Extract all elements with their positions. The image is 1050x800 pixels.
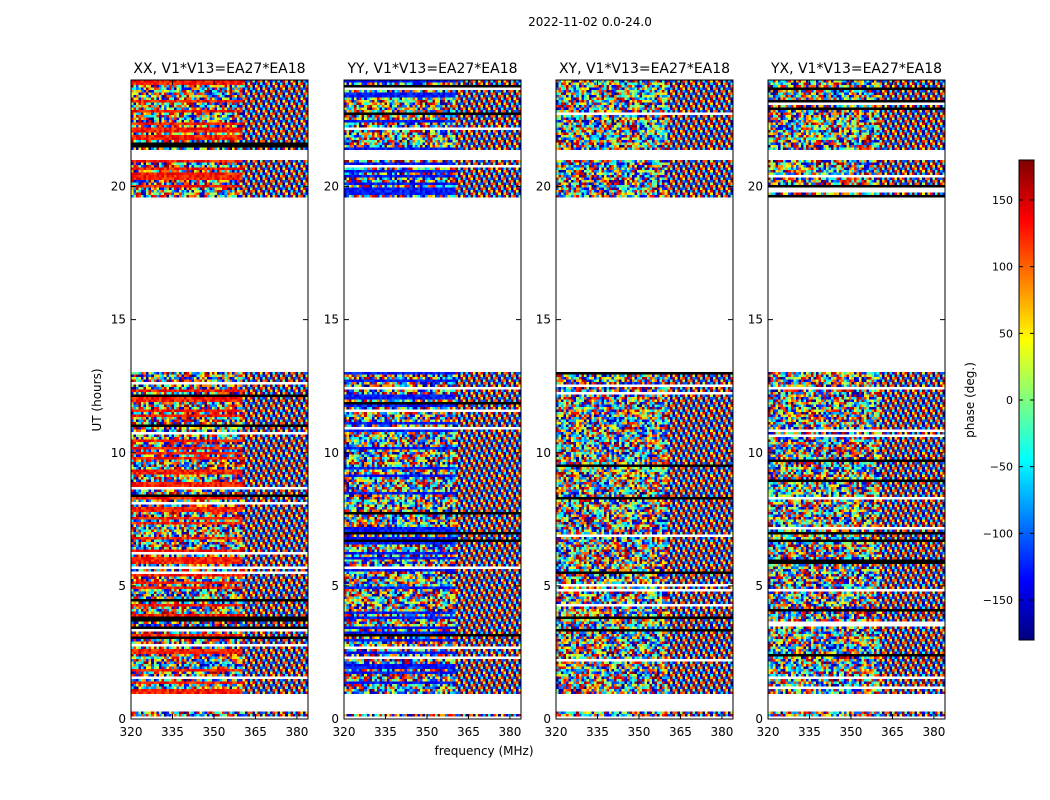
x-tick-label: 335 [586, 725, 609, 739]
x-tick-label: 350 [416, 725, 439, 739]
colorbar-tick-label: 50 [999, 327, 1013, 340]
panel-frame [130, 79, 309, 720]
panel-2: YY, V1*V13=EA27*EA18 0 5 10 15 20 320 335 350 365… [324, 61, 522, 739]
x-tick-label: 320 [757, 725, 780, 739]
panel-3: XY, V1*V13=EA27*EA18 0 5 10 15 20 320 335 350 365… [536, 61, 734, 739]
x-tick-label: 365 [457, 725, 480, 739]
panel-title: XX, V1*V13=EA27*EA18 [133, 61, 305, 77]
x-tick-label: 380 [710, 725, 733, 739]
y-tick-label: 20 [748, 180, 763, 194]
y-tick-label: 20 [324, 180, 339, 194]
x-tick-label: 320 [120, 725, 143, 739]
panel-title: YX, V1*V13=EA27*EA18 [770, 61, 942, 77]
x-tick-label: 335 [374, 725, 397, 739]
colorbar-tick-label: −100 [983, 527, 1013, 540]
y-tick-label: 20 [111, 180, 126, 194]
x-tick-label: 380 [922, 725, 945, 739]
y-tick-label: 10 [536, 446, 551, 460]
phase-image [344, 80, 521, 719]
y-tick-label: 5 [755, 579, 763, 593]
panel-4: YX, V1*V13=EA27*EA18 0 5 10 15 20 320 335 350 365… [748, 61, 946, 739]
panel-title: YY, V1*V13=EA27*EA18 [346, 61, 517, 77]
panel-1: XX, V1*V13=EA27*EA18 0 5 10 15 20 320 335 350 365… [111, 61, 309, 739]
panel-frame [555, 79, 734, 720]
y-tick-label: 0 [755, 712, 763, 726]
x-tick-label: 365 [244, 725, 267, 739]
x-tick-label: 380 [498, 725, 521, 739]
y-tick-label: 15 [324, 313, 339, 327]
x-tick-label: 335 [798, 725, 821, 739]
y-tick-label: 15 [536, 313, 551, 327]
y-tick-label: 10 [111, 446, 126, 460]
figure-title: 2022-11-02 0.0-24.0 [528, 15, 652, 29]
x-axis-label: frequency (MHz) [434, 744, 533, 758]
y-tick-label: 0 [331, 712, 339, 726]
phase-image [556, 80, 733, 719]
panels: XX, V1*V13=EA27*EA18 0 5 10 15 20 320 335 350 365… [111, 61, 946, 739]
y-tick-label: 15 [748, 313, 763, 327]
colorbar-tick-label: 150 [992, 194, 1013, 207]
y-tick-label: 10 [324, 446, 339, 460]
colorbar-ticks: 150 100 50 0 −50 −100 −150 [983, 194, 1034, 607]
y-tick-label: 5 [543, 579, 551, 593]
x-tick-label: 320 [333, 725, 356, 739]
x-tick-label: 350 [203, 725, 226, 739]
x-tick-label: 380 [285, 725, 308, 739]
y-tick-label: 20 [536, 180, 551, 194]
colorbar-label: phase (deg.) [963, 362, 977, 438]
x-tick-label: 335 [161, 725, 184, 739]
y-tick-label: 0 [543, 712, 551, 726]
colorbar-tick-label: −50 [990, 461, 1013, 474]
x-tick-label: 365 [881, 725, 904, 739]
x-tick-label: 350 [840, 725, 863, 739]
panel-frame [343, 79, 522, 720]
y-tick-label: 10 [748, 446, 763, 460]
y-axis-label: UT (hours) [90, 368, 104, 431]
colorbar-tick-label: −150 [983, 594, 1013, 607]
colorbar-tick-label: 100 [992, 261, 1013, 274]
phase-image [131, 80, 308, 719]
y-tick-label: 15 [111, 313, 126, 327]
panel-frame [767, 79, 946, 720]
colorbar: 150 100 50 0 −50 −100 −150 phase (deg.) [963, 159, 1035, 641]
y-tick-label: 5 [118, 579, 126, 593]
x-tick-label: 350 [628, 725, 651, 739]
panel-title: XY, V1*V13=EA27*EA18 [559, 61, 730, 77]
y-tick-label: 5 [331, 579, 339, 593]
y-tick-label: 0 [118, 712, 126, 726]
x-tick-label: 320 [545, 725, 568, 739]
colorbar-tick-label: 0 [1006, 394, 1013, 407]
phase-image [768, 80, 945, 719]
x-tick-label: 365 [669, 725, 692, 739]
